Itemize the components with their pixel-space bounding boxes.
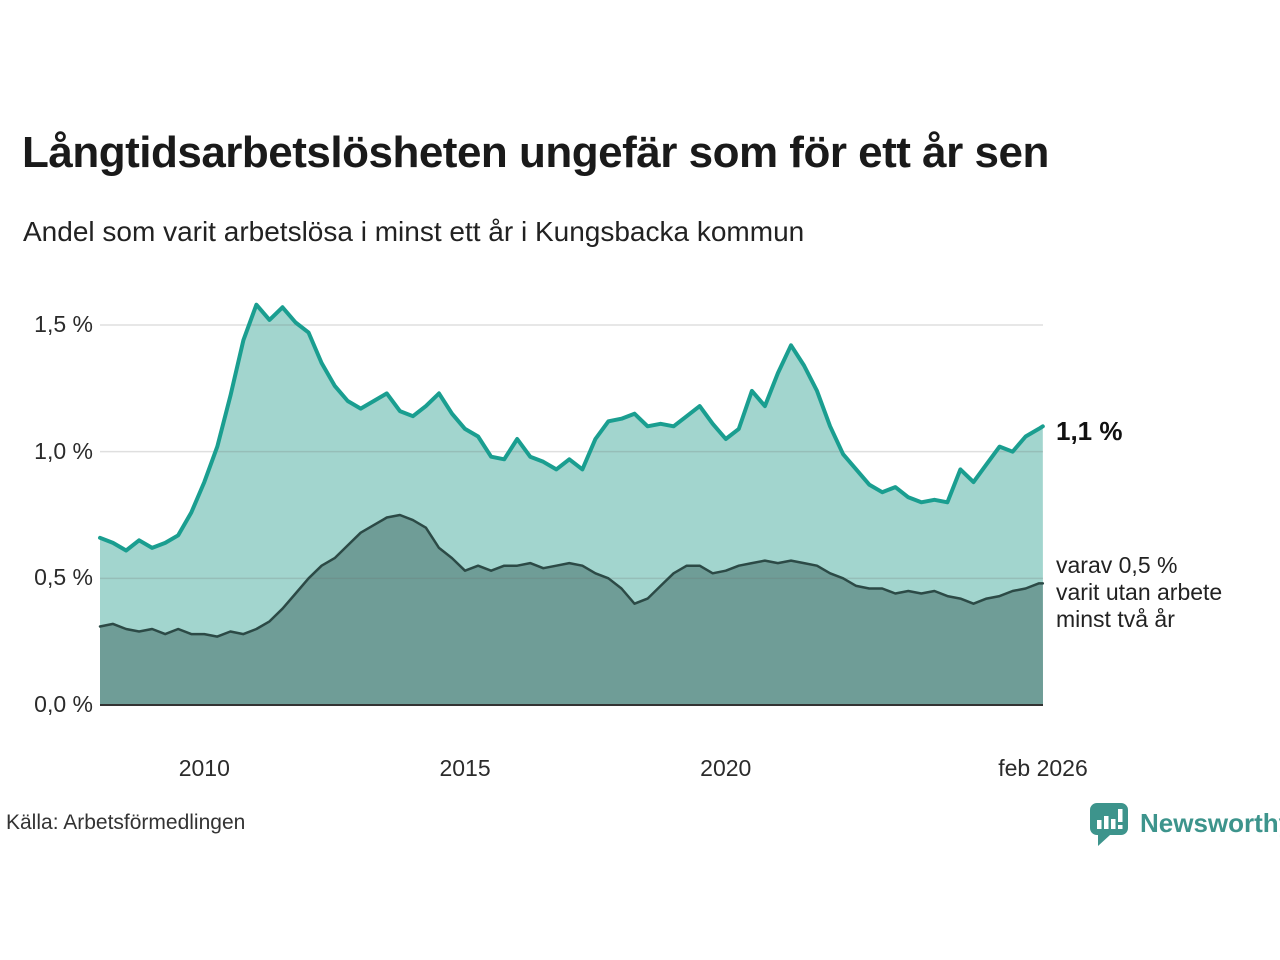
- x-axis-tick-2020: 2020: [700, 755, 752, 781]
- chart-subtitle: Andel som varit arbetslösa i minst ett å…: [23, 216, 805, 247]
- bar-chart-speech-bubble-icon: [1090, 803, 1128, 846]
- varav-minst-tva-ar-area-fill: [100, 515, 1043, 705]
- y-axis-tick-1-0: 1,0 %: [34, 437, 93, 464]
- newsworthy-logo: Newsworthy: [1088, 801, 1280, 849]
- chart-title: Långtidsarbetslösheten ungefär som för e…: [22, 128, 1049, 177]
- source-label: Källa: Arbetsförmedlingen: [6, 811, 246, 834]
- varav-minst-tva-ar-line: [98, 513, 1045, 638]
- latest-total-value-label: 1,1 %: [1056, 416, 1123, 446]
- x-axis-tick-2015: 2015: [439, 755, 491, 781]
- secondary-series-annotation: varav 0,5 % varit utan arbete minst två …: [1056, 552, 1222, 633]
- x-axis-tick-feb-2026: feb 2026: [998, 755, 1088, 781]
- newsworthy-wordmark: Newsworthy: [1140, 808, 1280, 838]
- secondary-annotation-line-3: minst två år: [1056, 606, 1175, 632]
- y-axis-tick-0-0: 0,0 %: [34, 691, 93, 717]
- total-minst-ett-ar-line: [98, 302, 1045, 553]
- secondary-annotation-line-2: varit utan arbete: [1056, 579, 1223, 605]
- x-axis-tick-2010: 2010: [178, 755, 230, 781]
- secondary-annotation-line-1: varav 0,5 %: [1056, 552, 1178, 578]
- y-axis-tick-0-5: 0,5 %: [34, 564, 93, 591]
- y-axis-tick-1-5: 1,5 %: [34, 311, 93, 337]
